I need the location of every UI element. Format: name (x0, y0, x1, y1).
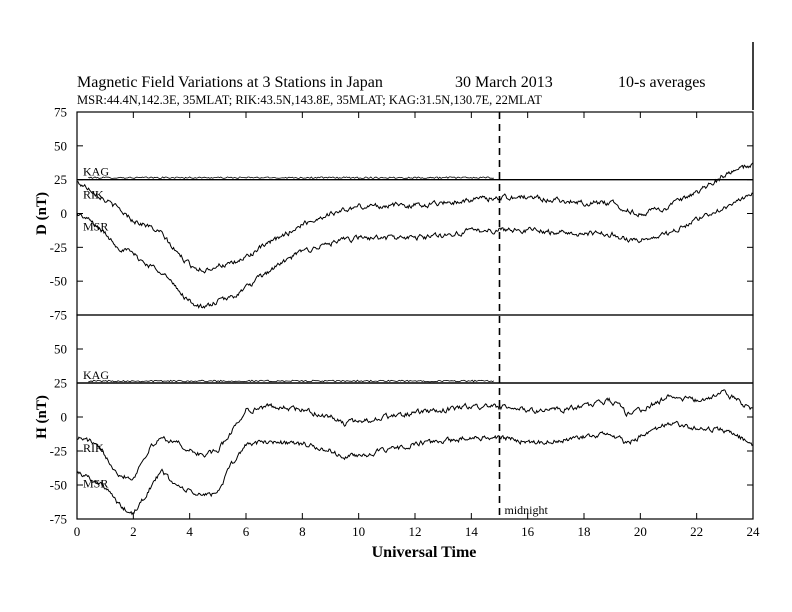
series-line-kag (88, 176, 494, 180)
panel-d: 75 50 25 0 -25 -50 -75 D (nT) KAG RIK MSR (34, 105, 754, 323)
series-line-msr (76, 192, 754, 309)
y-tick-label: -25 (50, 444, 67, 459)
y-tick-label: 0 (61, 206, 68, 221)
x-tick-label: 8 (299, 524, 306, 539)
x-tick-label: 10 (352, 524, 365, 539)
x-tick-label: 22 (690, 524, 703, 539)
series-line-kag (88, 379, 495, 383)
series-label-kag: KAG (83, 165, 109, 179)
x-tick-label: 0 (74, 524, 81, 539)
y-tick-label: -50 (50, 274, 67, 289)
y-tick-label: 50 (54, 342, 67, 357)
x-tick-label: 12 (409, 524, 422, 539)
series-label-msr: MSR (83, 219, 108, 233)
chart-date: 30 March 2013 (455, 74, 553, 91)
series-line-msr (76, 420, 754, 516)
y-tick-label: 75 (54, 105, 67, 120)
x-axis-label: Universal Time (372, 544, 477, 561)
midnight-marker: midnight (498, 112, 549, 519)
chart-averaging: 10-s averages (618, 74, 706, 91)
chart-title: Magnetic Field Variations at 3 Stations … (77, 74, 383, 91)
x-tick-label: 14 (465, 524, 479, 539)
series-label-rik: RIK (83, 187, 104, 201)
y-tick-label: 25 (54, 172, 67, 187)
y-axis-label: H (nT) (34, 395, 50, 439)
y-tick-label: -25 (50, 240, 67, 255)
y-tick-label: -75 (50, 512, 67, 527)
series-line-rik (76, 162, 754, 274)
series-label-kag: KAG (83, 368, 109, 382)
y-axis-label: D (nT) (34, 192, 50, 235)
y-tick-label: 50 (54, 138, 67, 153)
y-tick-label: 25 (54, 376, 67, 391)
x-tick-label: 6 (243, 524, 250, 539)
x-tick-label: 16 (521, 524, 535, 539)
x-axis: 0 2 4 6 8 10 12 14 16 18 20 22 24 (74, 112, 760, 539)
y-tick-label: -75 (50, 308, 67, 323)
series-label-rik: RIK (83, 441, 104, 455)
x-tick-label: 18 (578, 524, 591, 539)
series-label-msr: MSR (83, 476, 108, 490)
panel-frame (76, 111, 754, 316)
series-line-rik (76, 389, 754, 481)
y-tick-label: -50 (50, 478, 67, 493)
panel-frame (76, 314, 754, 520)
panels-group: 75 50 25 0 -25 -50 -75 D (nT) KAG RIK MSR 50 25 0 -25 -… (34, 105, 754, 527)
y-tick-label: 0 (61, 410, 68, 425)
chart-subtitle: MSR:44.4N,142.3E, 35MLAT; RIK:43.5N,143.… (77, 93, 542, 107)
x-tick-label: 24 (747, 524, 761, 539)
x-tick-label: 20 (634, 524, 647, 539)
x-tick-label: 4 (186, 524, 193, 539)
midnight-label: midnight (505, 503, 549, 517)
panel-h: 50 25 0 -25 -50 -75 H (nT) KAG RIK MSR (34, 314, 754, 527)
x-tick-label: 2 (130, 524, 137, 539)
